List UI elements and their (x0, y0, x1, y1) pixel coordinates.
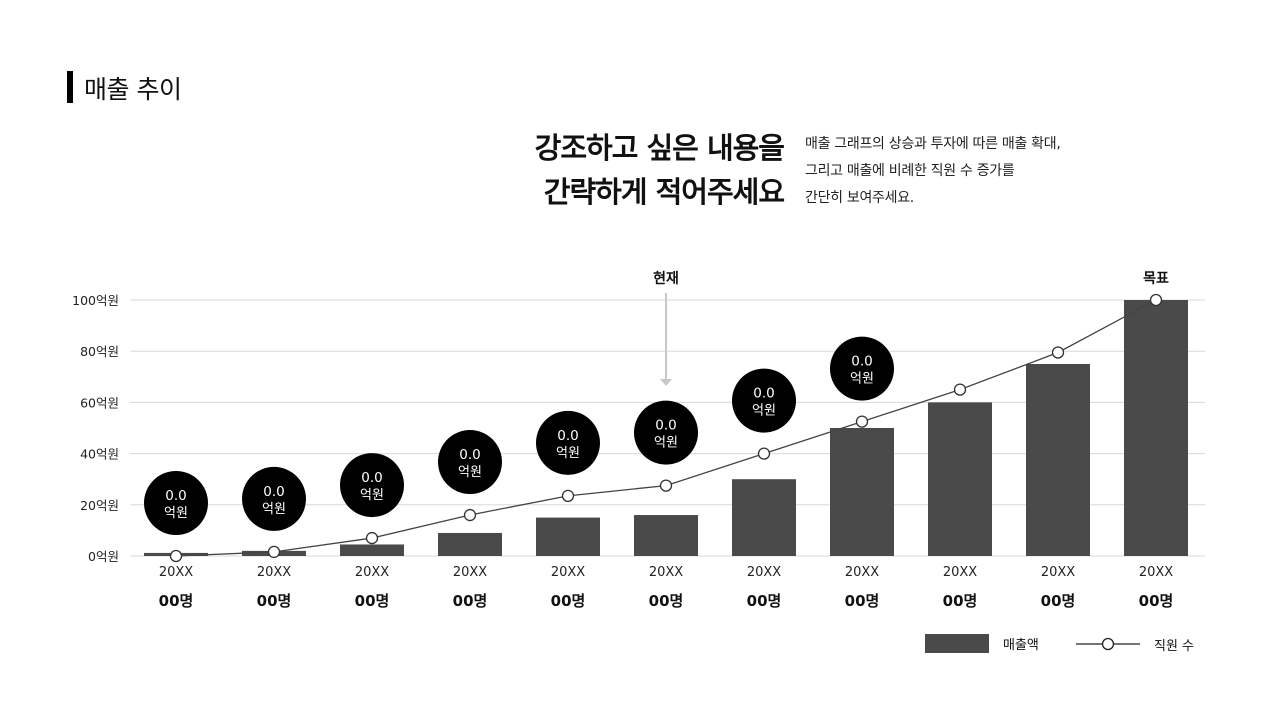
bubble-value: 0.0 (361, 470, 382, 486)
employee-point (1051, 346, 1065, 359)
bubble-unit: 억원 (850, 372, 874, 387)
x-tick-label: 20XX (159, 565, 193, 580)
employee-count-label: 00명 (355, 592, 390, 610)
title-accent-bar (67, 71, 73, 103)
employee-count-label: 00명 (453, 592, 488, 610)
x-tick-label: 20XX (355, 565, 389, 580)
employee-count-label: 00명 (1041, 592, 1076, 610)
bar (1026, 364, 1090, 556)
x-tick-label: 20XX (1139, 565, 1173, 580)
arrow-head-icon (660, 379, 672, 386)
legend-bar-swatch (925, 634, 989, 653)
x-tick-label: 20XX (1041, 565, 1075, 580)
description-line: 매출 그래프의 상승과 투자에 따른 매출 확대, (805, 136, 1061, 152)
bubble-unit: 억원 (556, 446, 580, 461)
employee-count-label: 00명 (257, 592, 292, 610)
employee-point (169, 549, 183, 563)
bubble-unit: 억원 (164, 506, 188, 521)
employee-count-label: 00명 (159, 592, 194, 610)
bubble-value: 0.0 (557, 428, 578, 444)
employee-point (561, 489, 575, 502)
x-tick-label: 20XX (453, 565, 487, 580)
annotation-label: 목표 (1143, 271, 1169, 287)
employee-point (1149, 293, 1163, 307)
bubble-unit: 억원 (458, 465, 482, 480)
bubble-unit: 억원 (752, 404, 776, 419)
value-bubble (144, 471, 208, 535)
bar (732, 479, 796, 556)
annotation-label: 현재 (653, 271, 679, 287)
value-bubble (438, 430, 502, 495)
bar (1124, 300, 1188, 556)
employee-point (855, 415, 869, 428)
bubble-unit: 억원 (360, 488, 384, 503)
y-tick-label: 40억원 (80, 447, 119, 462)
bar (536, 517, 600, 556)
employee-count-label: 00명 (551, 592, 586, 610)
value-bubble (536, 410, 600, 475)
x-tick-label: 20XX (649, 565, 683, 580)
legend-line-swatch (1076, 637, 1140, 651)
bubble-value: 0.0 (655, 418, 676, 434)
value-bubble (732, 368, 796, 433)
employee-count-label: 00명 (943, 592, 978, 610)
employee-point (267, 545, 281, 559)
bar (928, 402, 992, 556)
legend-label: 직원 수 (1154, 638, 1195, 654)
bubble-value: 0.0 (851, 354, 872, 370)
bubble-unit: 억원 (262, 502, 286, 517)
x-tick-label: 20XX (845, 565, 879, 580)
headline-line: 강조하고 싶은 내용을 (534, 131, 785, 165)
bubble-value: 0.0 (459, 447, 480, 463)
description: 매출 그래프의 상승과 투자에 따른 매출 확대, 그리고 매출에 비례한 직원… (805, 131, 1061, 212)
y-tick-label: 60억원 (80, 395, 119, 410)
bar (340, 544, 404, 556)
bar (830, 428, 894, 556)
y-tick-label: 80억원 (80, 344, 119, 359)
employee-point (757, 447, 771, 460)
y-tick-label: 0억원 (88, 549, 119, 564)
page-title: 매출 추이 (84, 75, 182, 104)
headline: 강조하고 싶은 내용을 간략하게 적어주세요 (534, 126, 785, 214)
y-tick-label: 20억원 (80, 498, 119, 513)
employee-count-label: 00명 (747, 592, 782, 610)
bar (438, 532, 502, 556)
value-bubble (830, 336, 894, 401)
value-bubble (242, 466, 306, 531)
value-bubble (634, 400, 698, 465)
employee-count-label: 00명 (1139, 592, 1174, 610)
legend-label: 매출액 (1003, 638, 1039, 653)
description-line: 간단히 보여주세요. (805, 190, 914, 206)
employee-count-label: 00명 (649, 592, 684, 610)
employee-point (659, 479, 673, 492)
description-line: 그리고 매출에 비례한 직원 수 증가를 (805, 163, 1015, 179)
y-tick-label: 100억원 (72, 293, 119, 308)
headline-line: 간략하게 적어주세요 (543, 175, 785, 209)
bubble-value: 0.0 (263, 484, 284, 500)
employee-point (365, 531, 379, 545)
value-bubble (340, 453, 404, 518)
employee-count-label: 00명 (845, 592, 880, 610)
legend-item-employees: 직원 수 (1076, 634, 1194, 654)
bubble-value: 0.0 (165, 488, 186, 504)
x-tick-label: 20XX (551, 565, 585, 580)
legend-item-sales: 매출액 (925, 634, 1039, 653)
bubble-unit: 억원 (654, 436, 678, 451)
employee-point (463, 508, 477, 522)
x-tick-label: 20XX (747, 565, 781, 580)
bar (634, 515, 698, 556)
employee-point (953, 383, 967, 396)
x-tick-label: 20XX (257, 565, 291, 580)
x-tick-label: 20XX (943, 565, 977, 580)
bubble-value: 0.0 (753, 386, 774, 402)
